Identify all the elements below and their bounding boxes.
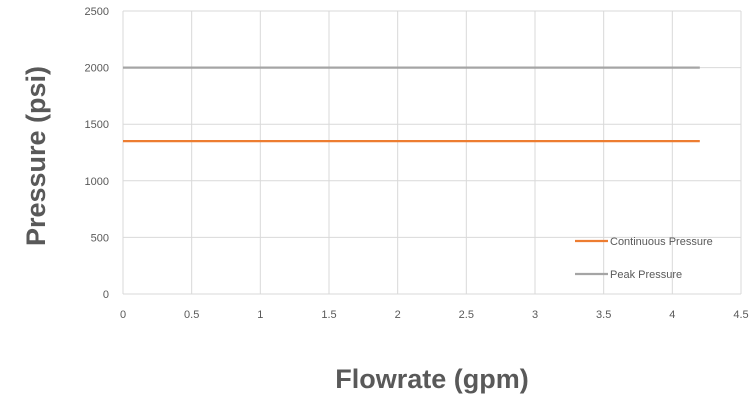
legend-label-continuous-pressure: Continuous Pressure — [610, 236, 713, 248]
x-tick-labels: 0 0.5 1 1.5 2 2.5 3 3.5 4 4.5 — [120, 309, 749, 321]
y-tick-label: 2000 — [85, 63, 109, 75]
x-tick-label: 1 — [257, 309, 263, 321]
grid — [122, 10, 742, 295]
y-tick-label: 500 — [91, 232, 109, 244]
y-tick-label: 0 — [103, 289, 109, 301]
x-axis-title: Flowrate (gpm) — [335, 364, 529, 394]
x-tick-label: 3 — [532, 309, 538, 321]
y-axis-title: Pressure (psi) — [21, 66, 51, 246]
x-tick-label: 3.5 — [596, 309, 611, 321]
x-tick-label: 0.5 — [184, 309, 199, 321]
y-tick-label: 1000 — [85, 176, 109, 188]
x-tick-label: 0 — [120, 309, 126, 321]
x-tick-label: 1.5 — [321, 309, 336, 321]
x-tick-label: 2 — [395, 309, 401, 321]
y-tick-label: 1500 — [85, 119, 109, 131]
x-tick-label: 4 — [669, 309, 675, 321]
series-lines — [123, 66, 700, 143]
legend: Continuous Pressure Peak Pressure — [575, 236, 713, 281]
x-tick-label: 4.5 — [733, 309, 748, 321]
y-tick-labels: 0 500 1000 1500 2000 2500 — [85, 6, 109, 301]
x-tick-label: 2.5 — [459, 309, 474, 321]
legend-label-peak-pressure: Peak Pressure — [610, 269, 682, 281]
y-tick-label: 2500 — [85, 6, 109, 18]
